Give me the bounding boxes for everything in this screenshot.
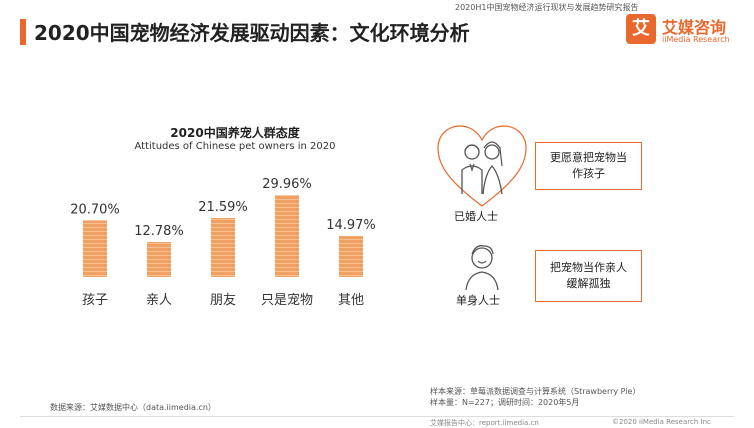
single-person-icon	[465, 245, 499, 290]
bar-其他	[339, 236, 363, 277]
data-label: 14.97%	[326, 218, 376, 233]
logo-en: iiMedia Research	[662, 35, 730, 44]
logo: 艾 艾媒咨询 iiMedia Research	[626, 14, 746, 48]
category-label: 朋友	[210, 292, 236, 308]
married-text-box: 更愿意把宠物当作孩子	[535, 142, 642, 190]
category-label: 其他	[338, 293, 364, 308]
sample-source: 样本来源：草莓派数据调查与计算系统（Strawberry Pie）	[430, 387, 641, 396]
bar-朋友	[211, 217, 235, 277]
category-label: 亲人	[146, 293, 172, 308]
single-label: 单身人士	[456, 294, 500, 307]
report-name: 2020H1中国宠物经济运行现状与发展趋势研究报告	[455, 3, 639, 12]
heart-shape	[437, 125, 527, 207]
category-label: 孩子	[82, 293, 108, 308]
data-label: 20.70%	[70, 202, 120, 217]
report-center: 艾媒报告中心：report.iimedia.cn	[430, 419, 539, 427]
logo-cn: 艾媒咨询	[662, 18, 727, 37]
category-label: 只是宠物	[261, 292, 313, 308]
bar-亲人	[147, 242, 171, 277]
data-label: 29.96%	[262, 177, 312, 192]
title-accent-bar	[20, 19, 26, 45]
data-label: 21.59%	[198, 200, 248, 215]
footer-divider	[20, 416, 734, 417]
logo-mark: 艾	[626, 14, 656, 44]
single-text-box: 把宠物当作亲人缓解孤独	[535, 250, 642, 302]
married-text: 更愿意把宠物当作孩子	[550, 151, 627, 180]
married-couple-icon	[461, 141, 503, 195]
data-source: 数据来源：艾媒数据中心（data.iimedia.cn）	[50, 403, 216, 412]
chart-title: 2020中国养宠人群态度	[170, 126, 300, 140]
copyright: ©2020 iiMedia Research Inc	[612, 418, 711, 426]
chart-subtitle: Attitudes of Chinese pet owners in 2020	[134, 141, 336, 152]
single-text: 把宠物当作亲人缓解孤独	[550, 261, 627, 290]
data-label: 12.78%	[134, 224, 184, 239]
right-panel: 已婚人士 更愿意把宠物当作孩子 单身人士 把宠物当作亲人缓解孤独	[430, 120, 730, 320]
page-title: 2020中国宠物经济发展驱动因素：文化环境分析	[34, 21, 470, 45]
bar-只是宠物	[275, 195, 299, 277]
bar-孩子	[83, 220, 107, 277]
married-label: 已婚人士	[454, 210, 498, 223]
sample-size: 样本量：N=227；调研时间：2020年5月	[430, 398, 580, 407]
